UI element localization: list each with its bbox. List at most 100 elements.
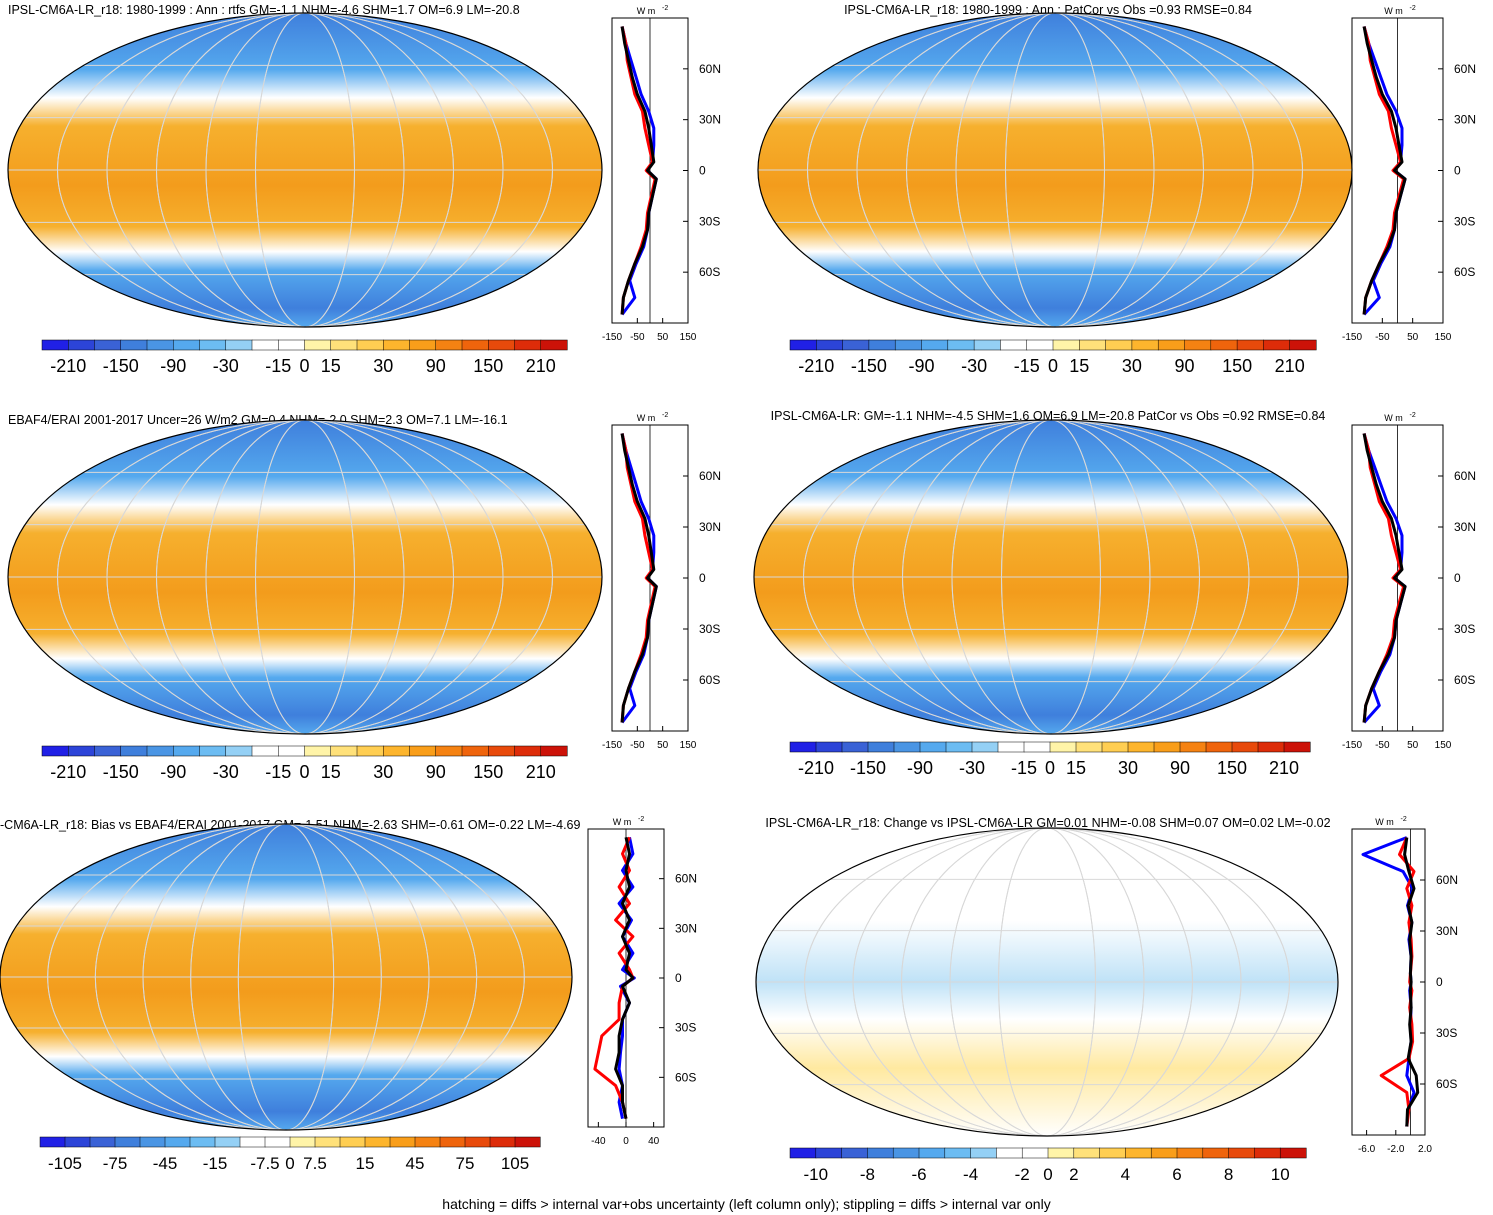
colorbar-label: 8 — [1224, 1165, 1233, 1184]
colorbar-label: 0 — [1045, 758, 1055, 778]
meridian-line — [856, 13, 1254, 327]
colorbar-box — [919, 741, 947, 753]
series-line — [1403, 837, 1420, 1127]
colorbar-box — [789, 741, 817, 753]
colorbar-box — [464, 1136, 491, 1148]
colorbar-label: -30 — [961, 356, 987, 376]
colorbar-box — [439, 1136, 466, 1148]
unit-label: W m — [637, 6, 656, 16]
colorbar-box — [1236, 339, 1264, 351]
colorbar-box — [488, 745, 516, 757]
colorbar-box — [540, 339, 568, 351]
colorbar-box — [841, 1147, 868, 1159]
x-tick-label: -40 — [591, 1136, 606, 1147]
x-tick-label: -50 — [1375, 740, 1390, 751]
y-tick-label: 60N — [699, 62, 721, 76]
colorbar-box — [1075, 741, 1103, 753]
colorbar-label: 2 — [1069, 1165, 1078, 1184]
y-tick-label: 0 — [1436, 975, 1443, 989]
colorbar-box — [841, 741, 869, 753]
colorbar-box — [278, 745, 306, 757]
colorbar-box — [1125, 1147, 1152, 1159]
meridian-line — [205, 13, 405, 327]
x-tick-label: 150 — [1435, 740, 1452, 751]
x-tick-label: 40 — [648, 1136, 660, 1147]
y-tick-label: 60N — [1436, 873, 1458, 887]
panel-title: IPSL-CM6A-LR: GM=-1.1 NHM=-4.5 SHM=1.6 O… — [771, 409, 1326, 423]
meridian-line — [94, 824, 478, 1130]
colorbar-box — [199, 339, 227, 351]
panel-title: IPSL-CM6A-LR_r18: 1980-1999 : Ann : rtfs… — [8, 3, 520, 17]
colorbar-box — [461, 745, 489, 757]
colorbar-label: -7.5 — [250, 1154, 279, 1173]
panel-2: IPSL-CM6A-LR_r18: 1980-1999 : Ann : PatC… — [757, 3, 1476, 376]
colorbar-box — [1228, 1147, 1255, 1159]
colorbar-label: 210 — [526, 762, 556, 782]
colorbar-label: -15 — [265, 762, 291, 782]
colorbar-box — [815, 1147, 843, 1159]
colorbar-box — [1049, 741, 1077, 753]
colorbar-box — [41, 745, 69, 757]
colorbar-label: 15 — [1066, 758, 1086, 778]
colorbar-label: 30 — [1122, 356, 1142, 376]
unit-exponent: -2 — [1410, 412, 1416, 419]
colorbar-label: 75 — [456, 1154, 475, 1173]
colorbar-label: -210 — [50, 762, 86, 782]
colorbar-box — [540, 745, 568, 757]
y-tick-label: 60S — [1454, 673, 1475, 687]
colorbar-box — [39, 1136, 66, 1148]
colorbar-label: 210 — [526, 356, 556, 376]
meridian-line — [852, 828, 1242, 1136]
colorbar-box — [1279, 1147, 1307, 1159]
y-tick-label: 60S — [699, 265, 720, 279]
y-tick-label: 60N — [1454, 62, 1476, 76]
unit-exponent: -2 — [1410, 5, 1416, 12]
unit-exponent: -2 — [1401, 816, 1407, 823]
colorbar-box — [435, 339, 463, 351]
colorbar-label: 0 — [1043, 1165, 1052, 1184]
colorbar-label: -90 — [160, 356, 186, 376]
colorbar-box — [94, 745, 122, 757]
panel-title: IPSL-CM6A-LR_r18: Change vs IPSL-CM6A-LR… — [765, 816, 1330, 830]
colorbar-box — [1283, 741, 1311, 753]
colorbar-box — [1231, 741, 1259, 753]
colorbar-box — [330, 339, 358, 351]
y-tick-label: 30N — [1454, 113, 1476, 127]
y-tick-label: 60N — [1454, 469, 1476, 483]
x-tick-label: 0 — [623, 1136, 629, 1147]
colorbar-box — [289, 1136, 316, 1148]
colorbar-label: 210 — [1275, 356, 1305, 376]
map-field — [754, 420, 1348, 734]
y-tick-label: 60S — [675, 1070, 696, 1084]
colorbar-label: -2 — [1015, 1165, 1030, 1184]
colorbar-box — [173, 339, 201, 351]
colorbar-label: -150 — [103, 762, 139, 782]
meridian-line — [1005, 13, 1105, 327]
y-tick-label: 0 — [675, 971, 682, 985]
series-line — [1362, 26, 1407, 315]
y-tick-label: 0 — [699, 571, 706, 585]
y-tick-label: 60N — [675, 872, 697, 886]
colorbar-label: 90 — [1170, 758, 1190, 778]
meridian-line — [190, 824, 382, 1130]
y-tick-label: 30N — [675, 921, 697, 935]
colorbar-label: 10 — [1271, 1165, 1290, 1184]
series-line — [1362, 26, 1407, 316]
colorbar-box — [304, 745, 332, 757]
colorbar-box — [918, 1147, 946, 1159]
colorbar-box — [867, 741, 895, 753]
colorbar-label: -15 — [1011, 758, 1037, 778]
colorbar-label: -30 — [213, 356, 239, 376]
colorbar-box — [1157, 339, 1186, 351]
colorbar-label: -75 — [103, 1154, 128, 1173]
unit-label: W m — [1375, 817, 1394, 827]
unit-exponent: -2 — [662, 412, 668, 419]
meridian-line — [852, 420, 1250, 734]
panel-4: IPSL-CM6A-LR: GM=-1.1 NHM=-4.5 SHM=1.6 O… — [753, 409, 1476, 778]
colorbar-box — [339, 1136, 366, 1148]
colorbar-label: 0 — [299, 356, 309, 376]
map-field — [756, 828, 1338, 1136]
meridian-line — [1001, 420, 1101, 734]
colorbar-box — [892, 1147, 920, 1159]
